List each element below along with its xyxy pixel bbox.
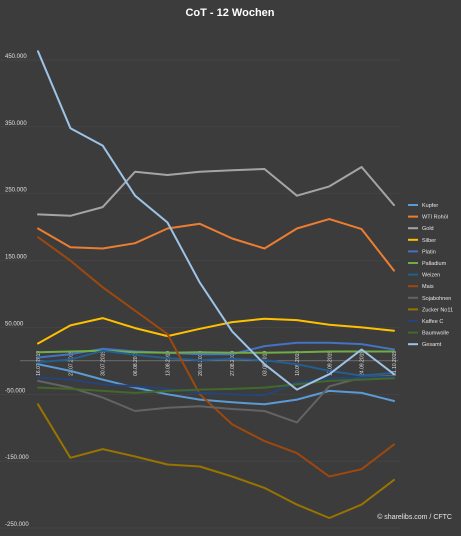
y-tick-label: 450.000 [5, 54, 27, 60]
x-axis: 16.07.2019 23.07.2019 30.07.2019 06.08.2019… [36, 351, 398, 376]
legend-label: Sojabohnen [422, 296, 451, 302]
series-line-zucker-no11 [37, 403, 395, 519]
series-line-weizen [37, 349, 395, 377]
x-tick-label: 03.09.2019 [263, 351, 269, 376]
x-tick-label: 01.10.2019 [392, 351, 398, 376]
series-line-platin [37, 341, 395, 359]
x-tick-label: 20.08.2019 [198, 351, 204, 376]
legend-label: Kaffee C [422, 319, 443, 325]
gridlines [0, 59, 400, 529]
y-tick-label: 50.000 [5, 321, 24, 327]
x-tick-label: 23.07.2019 [68, 351, 74, 376]
y-tick-label: -50.000 [5, 388, 26, 394]
series-line-kupfer [37, 363, 395, 406]
y-tick-label: 350.000 [5, 121, 27, 127]
y-tick-label: 250.000 [5, 188, 27, 194]
x-tick-label: 24.09.2019 [360, 351, 366, 376]
legend-label: Gesamt [422, 342, 442, 348]
legend: Kupfer WTI Rohöl Gold Silber Platin Palladium… [408, 203, 453, 348]
series-line-gold [37, 166, 395, 217]
x-tick-label: 17.09.2019 [327, 351, 333, 376]
legend-label: Gold [422, 226, 434, 232]
legend-label: Zucker No11 [422, 307, 453, 313]
legend-label: Mais [422, 284, 434, 290]
series-line-palladium [37, 349, 395, 354]
legend-label: Weizen [422, 273, 440, 279]
x-tick-label: 30.07.2019 [101, 351, 107, 376]
x-tick-label: 13.08.2019 [165, 351, 171, 376]
x-tick-label: 27.08.2019 [230, 351, 236, 376]
legend-label: Platin [422, 249, 436, 255]
y-tick-label: -150.000 [5, 455, 29, 461]
source-credit: © sharelibs.com / CFTC [377, 513, 452, 521]
legend-label: Palladium [422, 261, 447, 267]
series-line-wti-roh-l [37, 218, 395, 272]
series-line-baumwolle [37, 377, 395, 394]
y-axis: 450.000 350.000 250.000 150.000 50.000 -50.00… [5, 54, 29, 528]
y-tick-label: 150.000 [5, 255, 27, 261]
chart-title: CoT - 12 Wochen [185, 7, 274, 19]
x-tick-label: 06.08.2019 [133, 351, 139, 376]
series-lines [37, 50, 395, 519]
series-line-mais [37, 236, 395, 478]
series-line-silber [37, 317, 395, 345]
x-tick-label: 10.09.2019 [295, 351, 301, 376]
legend-label: Kupfer [422, 203, 438, 209]
series-line-sojabohnen [37, 374, 395, 424]
legend-label: WTI Rohöl [422, 215, 448, 221]
series-line-gesamt [37, 50, 395, 391]
x-tick-label: 16.07.2019 [36, 351, 42, 376]
series-line-kaffee-c [37, 375, 395, 397]
legend-label: Baumwolle [422, 331, 449, 337]
y-tick-label: -250.000 [5, 522, 29, 528]
legend-label: Silber [422, 238, 436, 244]
